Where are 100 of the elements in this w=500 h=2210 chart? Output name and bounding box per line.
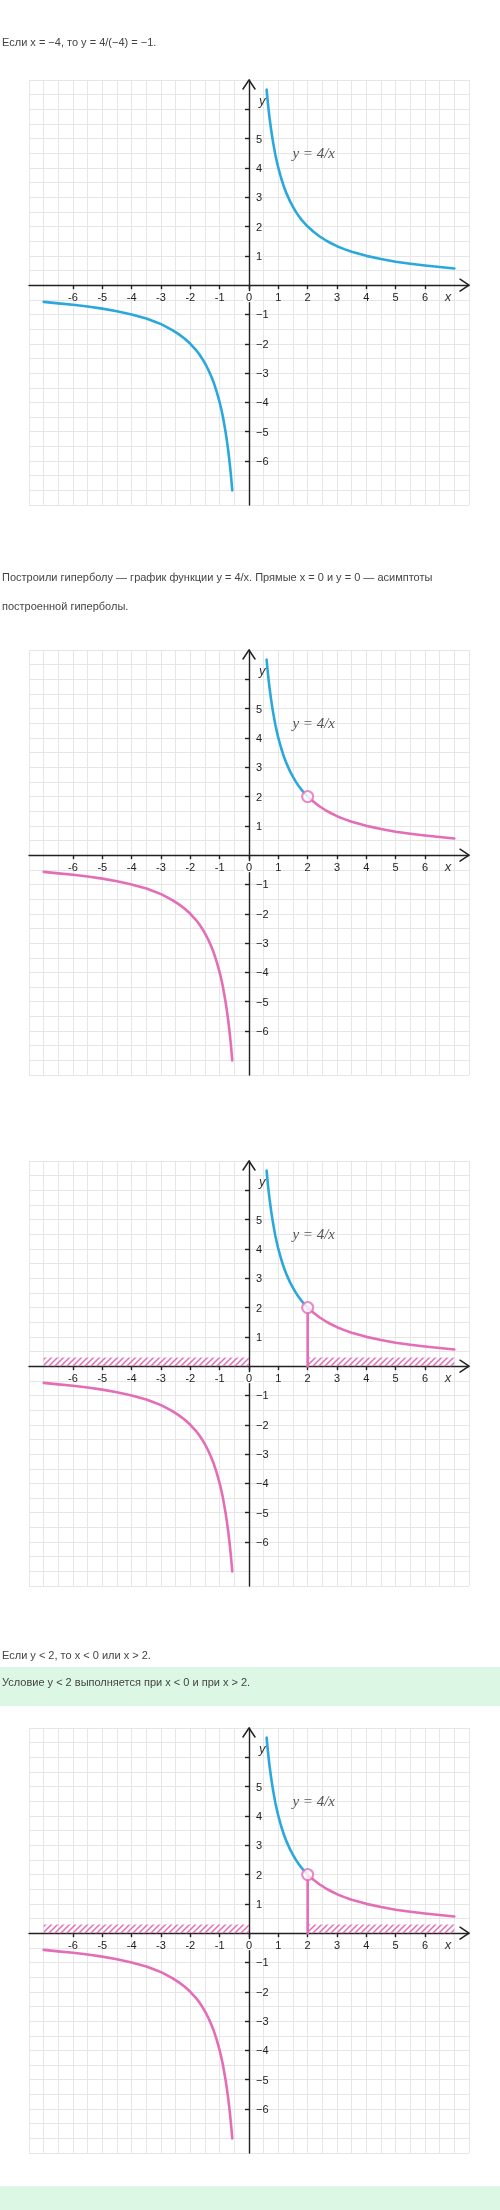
x-tick-label: -1 [214, 860, 225, 873]
x-tick-label: 5 [392, 1938, 399, 1951]
y-tick-label: −1 [256, 308, 269, 321]
y-tick-label: 5 [256, 1780, 263, 1793]
x-tick-label: -2 [185, 1938, 196, 1951]
x-axis-title: x [443, 289, 452, 305]
annotation: y = 4/x [290, 145, 336, 162]
x-axis-title: x [443, 859, 452, 875]
y-tick-label: 2 [256, 220, 263, 233]
x-tick-label: -4 [126, 290, 137, 303]
x-tick-label: 4 [363, 860, 370, 873]
x-tick-label: 5 [392, 860, 399, 873]
x-tick-label: 0 [245, 1938, 253, 1951]
y-tick-label: 2 [256, 790, 263, 803]
y-tick-label: 3 [256, 1839, 263, 1852]
chart-subtitle: Условие y < 2 выполняется при x < 0 и при x > 2. [1, 1675, 252, 1690]
y-tick-label: −2 [256, 907, 269, 920]
x-tick-label: -2 [185, 860, 196, 873]
y-tick-label: 5 [256, 132, 263, 145]
x-tick-label: -4 [126, 1938, 137, 1951]
x-tick-label: -3 [156, 1938, 166, 1951]
x-tick-label: 3 [333, 1371, 341, 1384]
y-tick-label: 1 [256, 819, 263, 832]
y-tick-label: −6 [256, 455, 269, 468]
x-axis-title: x [443, 1370, 452, 1386]
x-tick-label: 6 [421, 860, 429, 873]
y-axis-title: y [258, 662, 267, 678]
y-tick-label: −4 [256, 2044, 269, 2057]
x-tick-label: -5 [97, 1371, 108, 1384]
y-tick-label: 1 [256, 1330, 263, 1343]
x-tick-label: -1 [214, 1938, 225, 1951]
x-tick-label: -1 [214, 290, 225, 303]
y-axis-title: y [258, 1173, 267, 1189]
x-tick-label: 0 [245, 1371, 253, 1384]
y-tick-label: −1 [256, 1389, 269, 1402]
y-axis-title: y [258, 92, 267, 108]
y-tick-label: −4 [256, 396, 269, 409]
y-tick-label: 2 [256, 1301, 263, 1314]
y-tick-label: 4 [256, 1242, 263, 1255]
y-tick-label: −3 [256, 937, 269, 950]
x-tick-label: 3 [333, 1938, 341, 1951]
y-tick-label: −4 [256, 966, 269, 979]
y-tick-label: −6 [256, 2103, 269, 2116]
y-tick-label: −5 [256, 995, 269, 1008]
x-tick-label: -4 [126, 1371, 137, 1384]
y-axis-title: y [258, 1740, 267, 1756]
x-tick-label: 0 [245, 290, 253, 303]
x-tick-label: 1 [275, 1938, 282, 1951]
y-tick-label: −2 [256, 337, 269, 350]
y-tick-label: −3 [256, 367, 269, 380]
x-tick-label: -2 [185, 1371, 196, 1384]
y-tick-label: −6 [256, 1025, 269, 1038]
x-tick-label: 3 [333, 290, 341, 303]
x-tick-label: -5 [97, 290, 108, 303]
x-tick-label: -3 [156, 860, 166, 873]
x-tick-label: 5 [392, 1371, 399, 1384]
x-tick-label: 2 [304, 1371, 311, 1384]
x-tick-label: 1 [275, 1371, 282, 1384]
x-tick-label: 6 [421, 290, 429, 303]
x-tick-label: 4 [363, 1371, 370, 1384]
x-tick-label: 1 [275, 290, 282, 303]
x-tick-label: -2 [185, 290, 196, 303]
x-tick-label: -6 [68, 860, 78, 873]
x-tick-label: -1 [214, 1371, 225, 1384]
x-tick-label: -3 [156, 1371, 166, 1384]
y-tick-label: 3 [256, 761, 263, 774]
y-tick-label: −1 [256, 1956, 269, 1969]
x-tick-label: -5 [97, 1938, 108, 1951]
x-tick-label: 6 [421, 1371, 429, 1384]
chart-title: Если x = −4, то y = 4/(−4) = −1. [1, 35, 158, 50]
x-tick-label: 4 [363, 1938, 370, 1951]
x-tick-label: -4 [126, 860, 137, 873]
y-tick-label: 5 [256, 702, 263, 715]
y-tick-label: −5 [256, 425, 269, 438]
y-tick-label: −1 [256, 878, 269, 891]
annotation: y = 4/x [290, 715, 336, 732]
x-tick-label: -3 [156, 290, 166, 303]
x-tick-label: 6 [421, 1938, 429, 1951]
y-tick-label: −4 [256, 1477, 269, 1490]
y-tick-label: −6 [256, 1536, 269, 1549]
x-tick-label: -5 [97, 860, 108, 873]
x-tick-label: 2 [304, 860, 311, 873]
x-tick-label: 4 [363, 290, 370, 303]
x-tick-label: -6 [68, 1371, 78, 1384]
x-tick-label: -6 [68, 290, 78, 303]
chart-title: Если y < 2, то x < 0 или x > 2. [1, 1648, 152, 1663]
y-tick-label: −2 [256, 1418, 269, 1431]
x-tick-label: 1 [275, 860, 282, 873]
annotation: y = 4/x [290, 1226, 336, 1243]
y-tick-label: 3 [256, 191, 263, 204]
y-tick-label: −5 [256, 1506, 269, 1519]
y-tick-label: 4 [256, 161, 263, 174]
annotation: y = 4/x [290, 1793, 336, 1810]
y-tick-label: 1 [256, 249, 263, 262]
x-tick-label: -6 [68, 1938, 78, 1951]
x-tick-label: 2 [304, 1938, 311, 1951]
x-tick-label: 0 [245, 860, 253, 873]
chart-title: Построили гиперболу — график функции y = 4/x. Прямые x = 0 и y = 0 — асимптоты построенной гиперболы. [2, 571, 433, 612]
x-tick-label: 5 [392, 290, 399, 303]
y-tick-label: −3 [256, 2015, 269, 2028]
